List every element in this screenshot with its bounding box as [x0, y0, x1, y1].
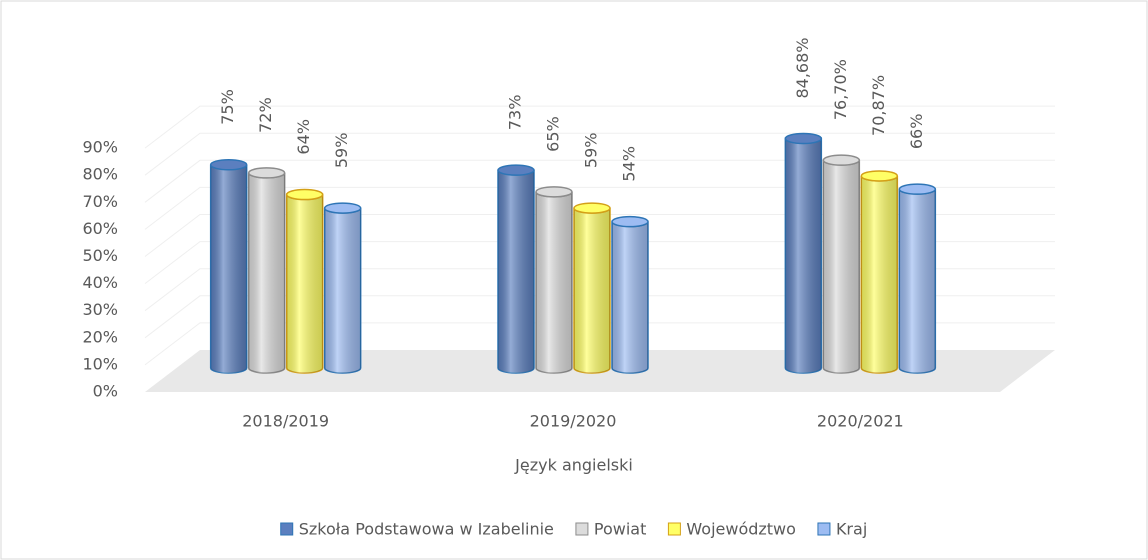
grid-line	[144, 186, 1055, 230]
bar-shine	[248, 172, 285, 373]
data-label: 84,68%	[793, 38, 812, 99]
x-axis-title: Język angielski	[514, 456, 633, 475]
bar-shine	[861, 175, 898, 373]
legend-label: Powiat	[594, 520, 646, 539]
grid-line	[144, 105, 1055, 149]
bar-shine	[785, 138, 822, 373]
x-tick-label: 2020/2021	[817, 412, 904, 431]
data-label: 64%	[294, 119, 313, 155]
data-label: 54%	[620, 146, 639, 182]
bar-top	[323, 202, 362, 214]
grid-line	[144, 159, 1055, 203]
data-label: 59%	[582, 133, 601, 169]
bar-shine	[286, 194, 323, 373]
y-tick-label: 70%	[82, 192, 118, 211]
bar-shine	[899, 189, 936, 373]
y-tick-label: 30%	[82, 300, 118, 319]
bar-top	[860, 170, 899, 182]
grid-line	[144, 295, 1055, 339]
bar-top	[573, 202, 611, 214]
grid-line	[144, 241, 1055, 284]
bar-shine	[536, 191, 572, 373]
data-label: 70,87%	[869, 75, 888, 136]
legend-swatch	[667, 522, 681, 536]
data-label: 59%	[332, 133, 351, 169]
legend-swatch	[817, 522, 831, 536]
y-tick-label: 40%	[82, 273, 118, 292]
bar-top	[898, 183, 937, 195]
bar-shine	[210, 164, 247, 373]
legend-label: Kraj	[836, 520, 867, 539]
bar-top	[784, 132, 823, 145]
y-tick-label: 90%	[82, 138, 118, 157]
data-label: 75%	[218, 89, 237, 125]
grid-line	[144, 214, 1055, 257]
bar-shine	[612, 221, 648, 373]
data-label: 66%	[907, 114, 926, 150]
y-tick-label: 80%	[82, 165, 118, 184]
x-tick-label: 2019/2020	[530, 412, 617, 431]
bar-shine	[823, 160, 860, 373]
bar-top	[285, 188, 324, 201]
bar-top	[822, 154, 861, 166]
grid-line	[144, 268, 1055, 312]
data-label: 72%	[256, 97, 275, 133]
grid-line	[144, 322, 1055, 366]
bar-shine	[324, 208, 361, 373]
y-tick-label: 50%	[82, 246, 118, 265]
bar-top	[497, 164, 535, 176]
y-tick-label: 10%	[82, 354, 118, 373]
data-label: 76,70%	[831, 59, 850, 120]
bar-top	[611, 215, 649, 228]
bar-shine	[574, 208, 610, 373]
bar-top	[247, 167, 286, 179]
data-label: 73%	[506, 95, 525, 131]
bar-top	[209, 159, 248, 171]
data-label: 65%	[544, 116, 563, 152]
y-tick-label: 0%	[93, 382, 118, 401]
bar-top	[535, 186, 573, 198]
legend-swatch	[575, 522, 589, 536]
x-tick-label: 2018/2019	[242, 412, 329, 431]
grid-line	[144, 132, 1055, 176]
legend-label: Województwo	[686, 520, 796, 539]
legend-swatch	[280, 522, 294, 536]
y-tick-label: 20%	[82, 327, 118, 346]
legend-label: Szkoła Podstawowa w Izabelinie	[299, 520, 554, 539]
y-tick-label: 60%	[82, 219, 118, 238]
bar-shine	[498, 170, 534, 373]
